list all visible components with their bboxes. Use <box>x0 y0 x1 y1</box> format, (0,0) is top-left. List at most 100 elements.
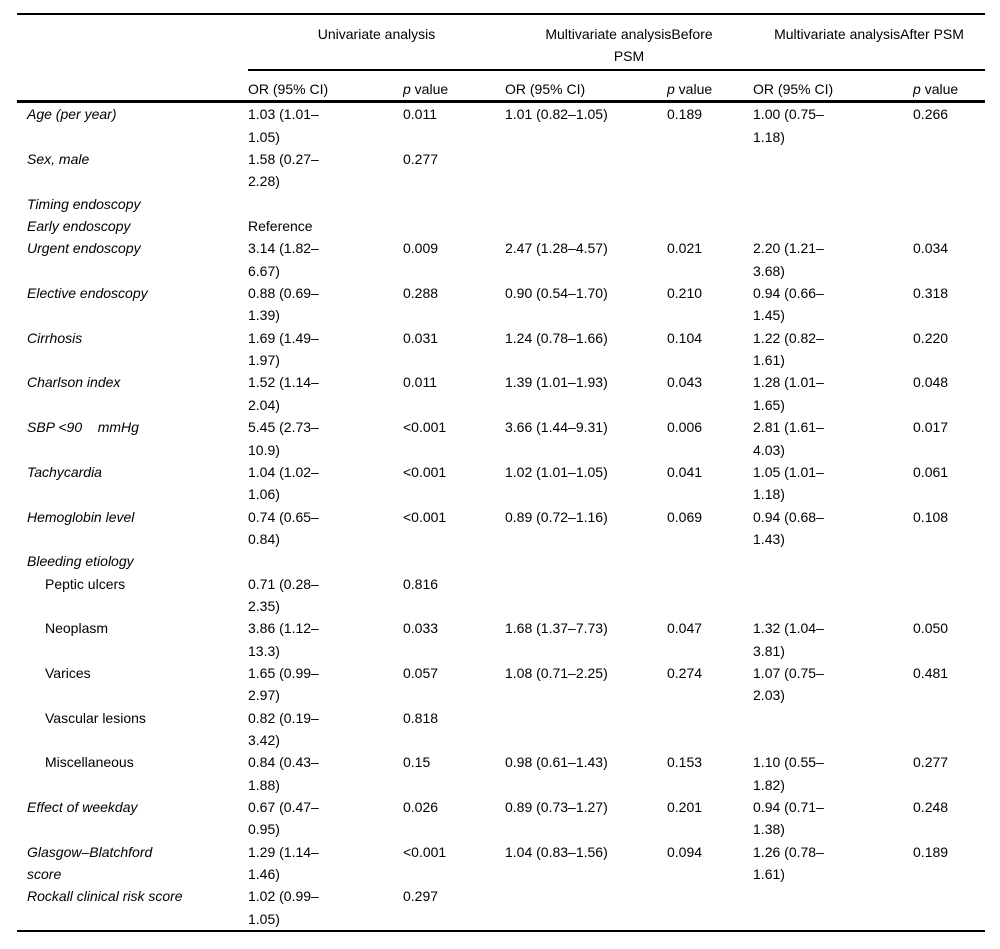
multivariate-before-p-cell <box>667 707 753 752</box>
univariate-or-cell: 0.74 (0.65– 0.84) <box>248 508 319 547</box>
multivariate-after-or-cell: 1.28 (1.01– 1.65) <box>753 374 824 413</box>
row-label: Age (per year) <box>27 106 117 123</box>
multivariate-before-or-cell <box>505 193 667 215</box>
univariate-p-cell: 0.026 <box>403 799 439 815</box>
row-label: Glasgow–Blatchford score <box>27 843 153 883</box>
multivariate-after-p-cell <box>913 707 985 752</box>
row-label: Timing endoscopy <box>27 195 141 212</box>
multivariate-after-p-cell <box>913 193 985 215</box>
univariate-p-header: p value <box>403 70 505 104</box>
univariate-or-cell: 3.14 (1.82– 6.67) <box>248 240 319 279</box>
multivariate-after-p-cell <box>913 148 985 193</box>
univariate-p-cell: <0.001 <box>403 463 447 480</box>
univariate-or-header: OR (95% CI) <box>248 70 403 104</box>
multivariate-after-p-cell: 0.061 <box>913 463 949 480</box>
table-row: Bleeding etiology <box>17 550 985 572</box>
univariate-p-cell: 0.277 <box>403 151 439 168</box>
univariate-or-cell: 3.86 (1.12– 13.3) <box>248 620 319 659</box>
multivariate-before-or-cell: 0.90 (0.54–1.70) <box>505 285 608 302</box>
row-label: Rockall clinical risk score <box>27 888 183 905</box>
univariate-or-cell <box>248 550 403 572</box>
multivariate-after-or-cell <box>753 707 913 752</box>
multivariate-before-or-cell <box>505 550 667 572</box>
row-label: Varices <box>45 664 91 681</box>
multivariate-before-p-header: p value <box>667 70 754 104</box>
table-row: Elective endoscopy 0.88 (0.69– 1.39) 0.2… <box>17 282 985 327</box>
table-row: Cirrhosis 1.69 (1.49– 1.97) 0.031 1.24 (… <box>17 327 985 372</box>
multivariate-before-p-cell: 0.094 <box>667 843 703 860</box>
univariate-p-cell: 0.033 <box>403 620 439 637</box>
p-letter: p <box>403 81 411 97</box>
subheader-row: OR (95% CI) p value OR (95% CI) p value … <box>17 70 986 104</box>
row-label: Peptic ulcers <box>45 575 126 592</box>
multivariate-after-or-header: OR (95% CI) <box>753 70 914 104</box>
univariate-or-cell: 1.02 (0.99– 1.05) <box>248 888 319 927</box>
univariate-or-cell <box>248 193 403 215</box>
group-univariate-analysis: Univariate analysis <box>248 14 505 71</box>
univariate-p-cell <box>403 215 505 237</box>
multivariate-before-p-cell <box>667 573 753 618</box>
multivariate-after-p-cell: 0.034 <box>913 240 949 257</box>
multivariate-after-p-cell <box>913 885 985 931</box>
row-label: Vascular lesions <box>45 709 146 726</box>
multivariate-before-or-cell: 1.24 (0.78–1.66) <box>505 329 608 346</box>
row-label: Miscellaneous <box>45 754 134 771</box>
multivariate-before-p-cell: 0.021 <box>667 240 703 257</box>
multivariate-before-or-cell: 1.01 (0.82–1.05) <box>505 106 608 123</box>
table-row: Neoplasm 3.86 (1.12– 13.3) 0.033 1.68 (1… <box>17 617 985 662</box>
multivariate-before-or-cell: 3.66 (1.44–9.31) <box>505 419 608 436</box>
univariate-or-cell: 1.58 (0.27– 2.28) <box>248 151 319 190</box>
univariate-p-cell: <0.001 <box>403 419 447 436</box>
multivariate-before-p-cell: 0.153 <box>667 754 703 771</box>
multivariate-after-p-cell <box>913 573 985 618</box>
univariate-or-cell: 0.67 (0.47– 0.95) <box>248 799 319 838</box>
multivariate-after-or-cell: 1.10 (0.55– 1.82) <box>753 754 824 793</box>
multivariate-after-or-cell <box>753 550 913 572</box>
multivariate-after-p-cell: 0.277 <box>913 754 949 771</box>
multivariate-before-p-cell <box>667 885 753 931</box>
row-label: Neoplasm <box>45 620 109 637</box>
multivariate-before-or-cell: 0.98 (0.61–1.43) <box>505 754 608 771</box>
multivariate-before-or-cell <box>505 573 667 618</box>
table-row: Sex, male 1.58 (0.27– 2.28) 0.277 <box>17 148 985 193</box>
multivariate-before-p-cell <box>667 550 753 572</box>
multivariate-before-or-cell <box>505 215 667 237</box>
multivariate-before-or-cell <box>505 148 667 193</box>
table-row: Timing endoscopy <box>17 193 985 215</box>
row-label: Charlson index <box>27 374 121 391</box>
multivariate-after-or-cell <box>753 885 913 931</box>
multivariate-after-or-cell: 1.00 (0.75– 1.18) <box>753 106 824 145</box>
table-row: Glasgow–Blatchford score 1.29 (1.14– 1.4… <box>17 841 985 886</box>
row-label: Effect of weekday <box>27 799 138 815</box>
multivariate-before-p-cell: 0.210 <box>667 285 703 302</box>
multivariate-after-p-cell: 0.266 <box>913 106 949 123</box>
multivariate-before-p-cell: 0.006 <box>667 419 703 436</box>
univariate-or-cell: 1.29 (1.14– 1.46) <box>248 843 319 883</box>
univariate-p-cell: 0.011 <box>403 374 437 391</box>
multivariate-after-or-cell: 0.94 (0.71– 1.38) <box>753 799 824 838</box>
multivariate-before-p-cell: 0.201 <box>667 799 703 815</box>
multivariate-after-p-cell: 0.248 <box>913 799 949 815</box>
multivariate-after-p-cell <box>913 550 985 572</box>
multivariate-after-or-cell: 1.26 (0.78– 1.61) <box>753 843 824 883</box>
group-header-row: Univariate analysis Multivariate analysi… <box>17 14 986 71</box>
multivariate-after-p-cell: 0.318 <box>913 285 949 302</box>
multivariate-before-or-header: OR (95% CI) <box>505 70 667 104</box>
multivariate-before-or-cell <box>505 885 667 931</box>
p-word: value <box>920 81 959 97</box>
multivariate-after-or-cell: 1.07 (0.75– 2.03) <box>753 664 824 704</box>
row-label: Early endoscopy <box>27 218 131 235</box>
row-label: Tachycardia <box>27 463 102 480</box>
row-label: Urgent endoscopy <box>27 240 141 257</box>
multivariate-before-p-cell <box>667 215 753 237</box>
table-row: Effect of weekday 0.67 (0.47– 0.95) 0.02… <box>17 796 985 841</box>
subheader-spacer <box>17 70 248 104</box>
multivariate-before-or-cell: 1.68 (1.37–7.73) <box>505 620 608 637</box>
multivariate-before-p-cell <box>667 148 753 193</box>
multivariate-before-p-cell <box>667 193 753 215</box>
multivariate-before-or-cell: 2.47 (1.28–4.57) <box>505 240 608 257</box>
multivariate-before-p-cell: 0.041 <box>667 463 703 480</box>
multivariate-before-or-cell: 0.89 (0.72–1.16) <box>505 508 608 525</box>
univariate-or-cell: 1.65 (0.99– 2.97) <box>248 664 319 704</box>
multivariate-after-or-cell: 1.32 (1.04– 3.81) <box>753 620 824 659</box>
